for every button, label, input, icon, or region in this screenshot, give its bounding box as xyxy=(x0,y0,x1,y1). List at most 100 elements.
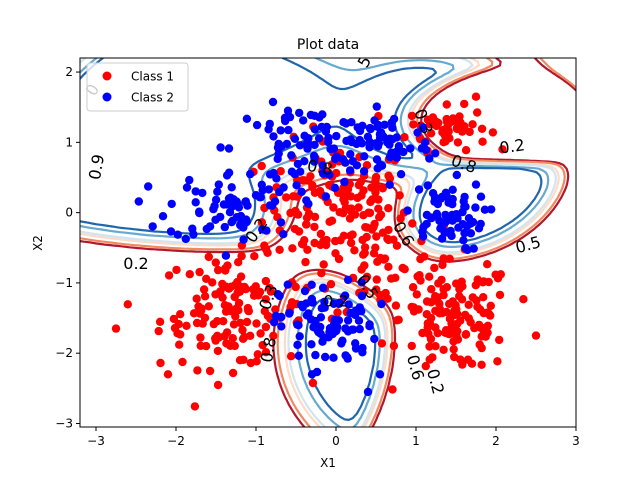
point-class-2 xyxy=(399,147,408,157)
point-class-2 xyxy=(329,353,338,362)
point-class-1 xyxy=(229,320,239,329)
point-class-1 xyxy=(169,314,179,324)
point-class-2 xyxy=(318,169,328,178)
point-class-2 xyxy=(307,340,316,349)
point-class-2 xyxy=(334,316,344,325)
point-class-2 xyxy=(241,197,250,206)
point-class-1 xyxy=(213,346,223,356)
point-class-1 xyxy=(339,195,348,204)
point-class-2 xyxy=(226,193,235,202)
point-class-2 xyxy=(340,291,350,300)
point-class-1 xyxy=(488,128,498,137)
point-class-2 xyxy=(293,159,303,169)
point-class-1 xyxy=(176,310,185,319)
point-class-2 xyxy=(281,116,290,126)
point-class-1 xyxy=(261,322,271,332)
point-class-1 xyxy=(446,313,455,322)
point-class-1 xyxy=(493,274,503,283)
point-class-1 xyxy=(455,284,464,294)
point-class-1 xyxy=(333,308,342,317)
point-class-1 xyxy=(261,348,271,357)
point-class-1 xyxy=(230,341,239,351)
y-tick-label: 0 xyxy=(65,206,73,220)
point-class-2 xyxy=(321,127,331,136)
point-class-2 xyxy=(414,185,424,194)
point-class-1 xyxy=(156,358,165,368)
point-class-1 xyxy=(377,339,387,348)
point-class-2 xyxy=(443,228,452,237)
point-class-2 xyxy=(317,304,326,313)
point-class-2 xyxy=(437,234,447,243)
point-class-2 xyxy=(422,210,432,220)
point-class-1 xyxy=(170,323,180,333)
point-class-1 xyxy=(431,342,440,351)
point-class-1 xyxy=(290,224,300,234)
point-class-1 xyxy=(416,276,425,285)
point-class-2 xyxy=(299,116,308,125)
contour-label-text: 0.2 xyxy=(323,292,348,311)
point-class-2 xyxy=(303,134,312,143)
point-class-2 xyxy=(365,143,374,152)
point-class-1 xyxy=(495,290,505,300)
point-class-1 xyxy=(346,238,356,248)
point-class-1 xyxy=(322,235,331,245)
point-class-1 xyxy=(242,317,252,327)
point-class-2 xyxy=(352,161,362,170)
point-class-1 xyxy=(431,292,440,301)
point-class-1 xyxy=(246,358,255,368)
point-class-2 xyxy=(295,332,304,341)
point-class-2 xyxy=(377,299,386,309)
point-class-1 xyxy=(477,343,486,353)
point-class-1 xyxy=(304,176,313,185)
point-class-2 xyxy=(144,182,153,191)
point-class-1 xyxy=(407,111,417,121)
point-class-1 xyxy=(350,246,359,255)
point-class-1 xyxy=(407,341,416,351)
point-class-1 xyxy=(218,279,227,289)
contour-label: 0.8 xyxy=(257,336,280,364)
point-class-1 xyxy=(479,293,488,302)
point-class-2 xyxy=(279,230,288,239)
point-class-1 xyxy=(374,195,383,204)
point-class-1 xyxy=(362,232,371,242)
point-class-2 xyxy=(300,157,309,166)
point-class-2 xyxy=(292,181,301,190)
point-class-2 xyxy=(396,170,406,179)
point-class-1 xyxy=(291,282,300,292)
point-class-1 xyxy=(368,195,377,204)
point-class-2 xyxy=(375,133,385,142)
point-class-2 xyxy=(357,278,366,287)
point-class-1 xyxy=(449,345,458,354)
point-class-2 xyxy=(406,144,415,153)
point-class-1 xyxy=(301,257,310,267)
point-class-2 xyxy=(320,297,329,307)
point-class-1 xyxy=(425,318,434,328)
point-class-2 xyxy=(471,180,481,189)
point-class-2 xyxy=(293,340,302,350)
point-class-1 xyxy=(310,188,320,197)
x-axis-label: X1 xyxy=(320,456,336,470)
point-class-2 xyxy=(375,370,385,379)
point-class-2 xyxy=(134,197,143,206)
point-class-2 xyxy=(392,133,401,142)
contour-label: 0.8 xyxy=(306,156,334,179)
point-class-1 xyxy=(362,272,372,281)
point-class-1 xyxy=(190,402,200,411)
point-class-2 xyxy=(219,200,229,209)
y-axis-ticks: −3 −2 −1 0 1 2 xyxy=(55,65,80,430)
point-class-2 xyxy=(307,280,316,289)
point-class-1 xyxy=(477,124,487,133)
point-class-1 xyxy=(425,342,434,351)
point-class-2 xyxy=(357,291,367,301)
point-class-2 xyxy=(210,201,219,211)
point-class-1 xyxy=(376,210,386,219)
point-class-1 xyxy=(193,366,202,375)
point-class-1 xyxy=(348,230,357,239)
point-class-1 xyxy=(439,138,448,147)
x-tick-label: −3 xyxy=(87,434,105,448)
point-class-1 xyxy=(123,300,132,309)
point-class-1 xyxy=(484,277,493,287)
point-class-2 xyxy=(246,169,255,179)
point-class-2 xyxy=(285,308,294,317)
point-class-1 xyxy=(238,334,248,343)
